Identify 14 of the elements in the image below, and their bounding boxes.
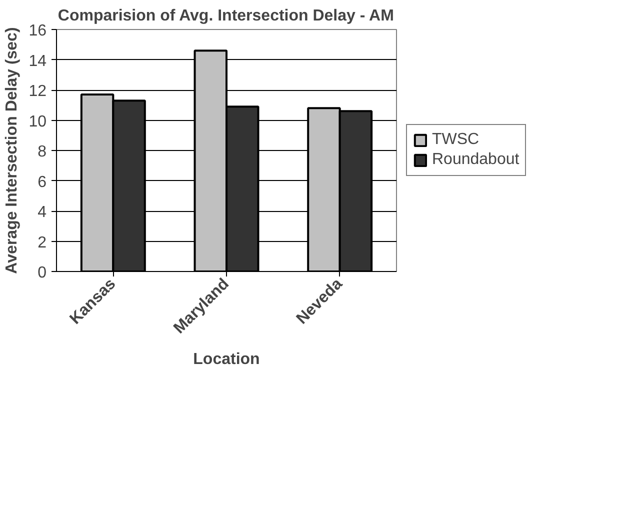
chart-title: Comparision of Avg. Intersection Delay - AM — [58, 8, 394, 24]
x-axis-title: Location — [193, 351, 260, 368]
y-axis-title: Average Intersection Delay (sec) — [4, 27, 21, 274]
y-tick-label: 8 — [38, 144, 47, 160]
legend-label: Roundabout — [432, 151, 520, 169]
y-tick-label: 4 — [38, 204, 47, 221]
y-tick-label: 12 — [28, 83, 47, 100]
y-tick-label: 16 — [28, 22, 47, 40]
y-tick-label: 2 — [38, 234, 47, 252]
y-tick-label: 10 — [28, 113, 47, 130]
legend-label: TWSC — [432, 131, 480, 149]
y-tick-label: 14 — [28, 52, 47, 70]
y-tick-label: 0 — [38, 264, 47, 282]
y-tick-label: 6 — [38, 174, 47, 191]
